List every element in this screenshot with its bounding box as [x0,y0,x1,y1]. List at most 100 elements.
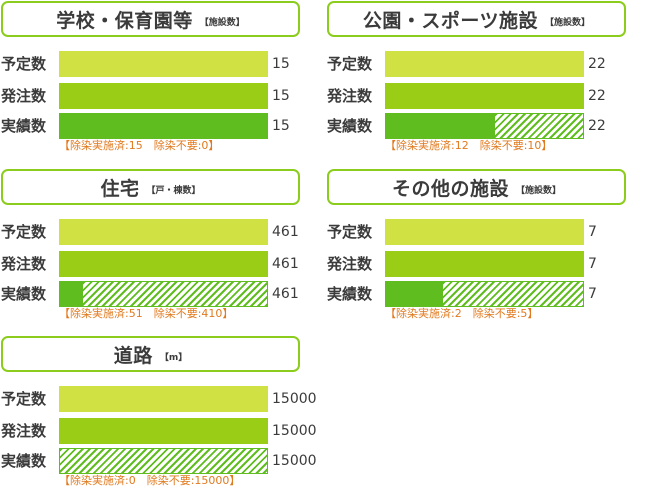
bar-row-ordered: 発注数 461 [1,251,318,277]
bar-fill-planned [385,219,584,245]
bar-row-actual: 実績数 15 [1,113,318,139]
bar-row-actual: 実績数 461 [1,281,318,307]
bar-value-label: 7 [588,286,597,302]
bar-actual [385,113,584,139]
bar-value-label: 15 [272,56,290,72]
bar-actual [59,281,268,307]
bar-category-label: 実績数 [1,117,47,135]
panel-roads: 道路 【m】 予定数 15000 発注数 15000 実績数 15000 【除染実施済:0 除染… [1,336,317,496]
bar-fill-ordered [59,251,268,277]
bar-category-label: 予定数 [327,55,373,73]
panel-unit: 【戸・棟数】 [146,185,201,196]
bar-row-ordered: 発注数 7 [327,251,634,277]
bar-segment-unneeded [493,113,584,139]
panel-housing: 住宅 【戸・棟数】予定数 461 発注数 461 実績数 461 【除染実施済:51 除染不要… [1,169,300,329]
breakdown-note: 【除染実施済:2 除染不要:5】 [385,307,539,320]
bar-ordered [385,251,584,277]
panel-header: 公園・スポーツ施設 【施設数】 [327,1,626,37]
panel-unit: 【施設数】 [516,185,562,196]
bar-actual [59,448,268,474]
bar-planned [59,386,268,412]
bar-fill-ordered [385,251,584,277]
bar-segment-done [385,281,442,307]
bar-value-label: 22 [588,56,606,72]
bar-value-label: 461 [272,224,299,240]
panel-schools: 学校・保育園等 【施設数】予定数 15 発注数 15 実績数 15 【除染実施済:15 除染不… [1,1,300,161]
bar-value-label: 15000 [272,453,317,469]
bar-fill-planned [59,51,268,77]
bar-actual [59,113,268,139]
breakdown-note: 【除染実施済:51 除染不要:410】 [59,307,234,320]
bar-ordered [385,83,584,109]
bar-row-planned: 予定数 22 [327,51,634,77]
panel-title: 住宅 [100,177,140,200]
panel-title: その他の施設 [391,177,509,200]
bar-planned [385,51,584,77]
panel-unit: 【施設数】 [199,17,245,28]
bar-segment-done [59,113,268,139]
bar-row-planned: 予定数 15000 [1,386,318,412]
panel-header: 道路 【m】 [1,336,300,372]
bar-value-label: 15 [272,118,290,134]
bar-value-label: 15 [272,88,290,104]
bar-category-label: 予定数 [1,390,47,408]
bar-category-label: 予定数 [327,223,373,241]
panel-title: 道路 [113,344,153,367]
bar-value-label: 461 [272,286,299,302]
bar-planned [59,51,268,77]
bar-category-label: 発注数 [1,422,47,440]
bar-row-actual: 実績数 7 [327,281,634,307]
bar-value-label: 461 [272,256,299,272]
bar-value-label: 7 [588,224,597,240]
bar-category-label: 実績数 [1,452,47,470]
bar-row-actual: 実績数 15000 [1,448,318,474]
bar-value-label: 7 [588,256,597,272]
breakdown-note: 【除染実施済:0 除染不要:15000】 [59,474,241,487]
bar-row-ordered: 発注数 15000 [1,418,318,444]
bar-value-label: 15000 [272,423,317,439]
bar-fill-planned [59,386,268,412]
panel-unit: 【施設数】 [545,17,591,28]
bar-ordered [59,83,268,109]
bar-row-planned: 予定数 15 [1,51,318,77]
bar-category-label: 発注数 [327,255,373,273]
breakdown-note: 【除染実施済:15 除染不要:0】 [59,139,220,152]
bar-value-label: 22 [588,118,606,134]
bar-category-label: 予定数 [1,223,47,241]
bar-planned [385,219,584,245]
bar-segment-unneeded [59,448,268,474]
panel-unit: 【m】 [159,352,188,363]
bar-fill-ordered [59,83,268,109]
bar-ordered [59,418,268,444]
breakdown-note: 【除染実施済:12 除染不要:10】 [385,139,553,152]
bar-row-ordered: 発注数 15 [1,83,318,109]
bar-segment-unneeded [441,281,584,307]
bar-fill-planned [59,219,268,245]
bar-category-label: 実績数 [327,285,373,303]
bar-segment-done [59,281,83,307]
bar-fill-ordered [59,418,268,444]
bar-planned [59,219,268,245]
bar-row-actual: 実績数 22 [327,113,634,139]
bar-category-label: 発注数 [1,255,47,273]
panel-header: 住宅 【戸・棟数】 [1,169,300,205]
bar-category-label: 発注数 [327,87,373,105]
bar-fill-planned [385,51,584,77]
bar-category-label: 実績数 [327,117,373,135]
panel-header: 学校・保育園等 【施設数】 [1,1,300,37]
panel-title: 学校・保育園等 [56,9,193,32]
bar-segment-done [385,113,494,139]
panel-title: 公園・スポーツ施設 [362,9,539,32]
panel-parks: 公園・スポーツ施設 【施設数】予定数 22 発注数 22 実績数 22 【除染実施済:12 除… [327,1,626,161]
panel-other-facilities: その他の施設 【施設数】予定数 7 発注数 7 実績数 7 【除染実施済:2 除染不要:5】 [327,169,626,329]
panel-header: その他の施設 【施設数】 [327,169,626,205]
bar-category-label: 予定数 [1,55,47,73]
bar-value-label: 22 [588,88,606,104]
bar-segment-unneeded [82,281,268,307]
bar-fill-ordered [385,83,584,109]
bar-row-planned: 予定数 461 [1,219,318,245]
bar-category-label: 実績数 [1,285,47,303]
bar-category-label: 発注数 [1,87,47,105]
bar-actual [385,281,584,307]
bar-row-ordered: 発注数 22 [327,83,634,109]
